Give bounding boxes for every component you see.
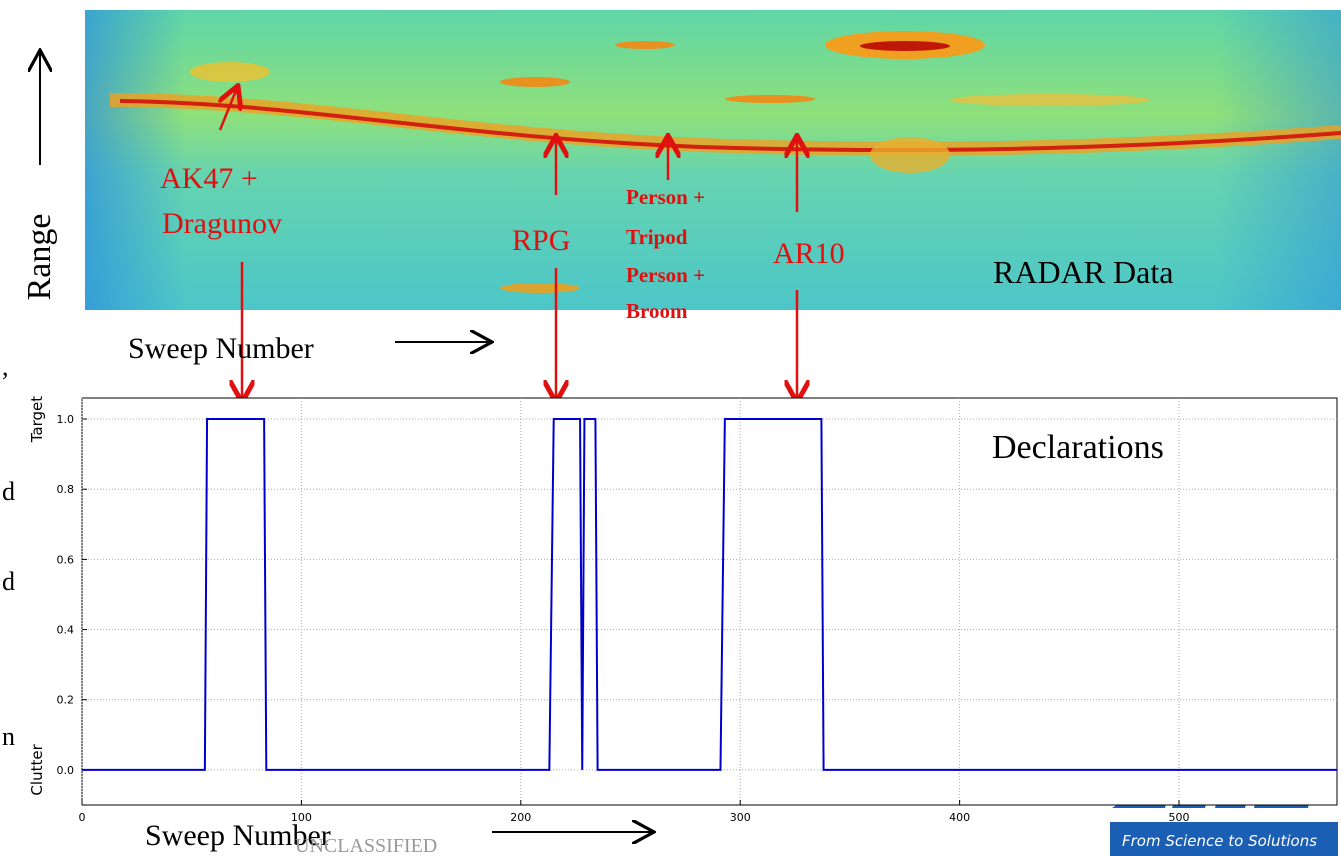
x-tick-label: 500 (1169, 811, 1190, 824)
x-tick-label: 100 (291, 811, 312, 824)
y-tick-label: 0.8 (57, 483, 75, 496)
y-tick-label: 0.6 (57, 553, 75, 566)
x-tick-label: 300 (730, 811, 751, 824)
red-arrows (220, 88, 797, 400)
classification: UNCLASSIFIED (295, 835, 437, 856)
annotation: Person + (626, 263, 705, 287)
x-tick-label: 400 (949, 811, 970, 824)
plot-area (81, 397, 1338, 806)
sweep-label: Sweep Number (128, 332, 314, 365)
annotation: AR10 (773, 237, 845, 270)
annotation: Broom (626, 299, 688, 323)
y-category-label: Target (28, 396, 46, 444)
radar-image (85, 10, 1341, 310)
x-tick-label: 200 (510, 811, 531, 824)
y-tick-label: 0.4 (57, 624, 75, 637)
fragment: d (2, 567, 15, 596)
sweep-label: Sweep Number (145, 819, 331, 852)
x-tick-label: 0 (79, 811, 86, 824)
y-category-label: Clutter (28, 743, 46, 795)
black-arrows (40, 52, 652, 832)
fragment: n (2, 722, 15, 751)
range-label: Range (21, 214, 58, 301)
logo-tagline: From Science to Solutions (1122, 832, 1317, 850)
fragment: d (2, 477, 15, 506)
annotation: RPG (512, 224, 570, 257)
annotation: AK47 + (160, 162, 258, 195)
annotation: Person + (626, 185, 705, 209)
y-tick-label: 0.0 (57, 764, 75, 777)
radar-label: RADAR Data (993, 254, 1173, 290)
declarations-chart: 0.0 0.2 0.4 0.6 0.8 1.0 0 100 200 300 400 500 Target… (28, 396, 1338, 824)
chart-title: Declarations (992, 429, 1164, 466)
y-tick-label: 1.0 (57, 413, 75, 426)
y-tick-label: 0.2 (57, 694, 75, 707)
annotation: Tripod (626, 225, 688, 249)
annotation: Dragunov (162, 207, 282, 240)
fragment: , (2, 352, 9, 381)
